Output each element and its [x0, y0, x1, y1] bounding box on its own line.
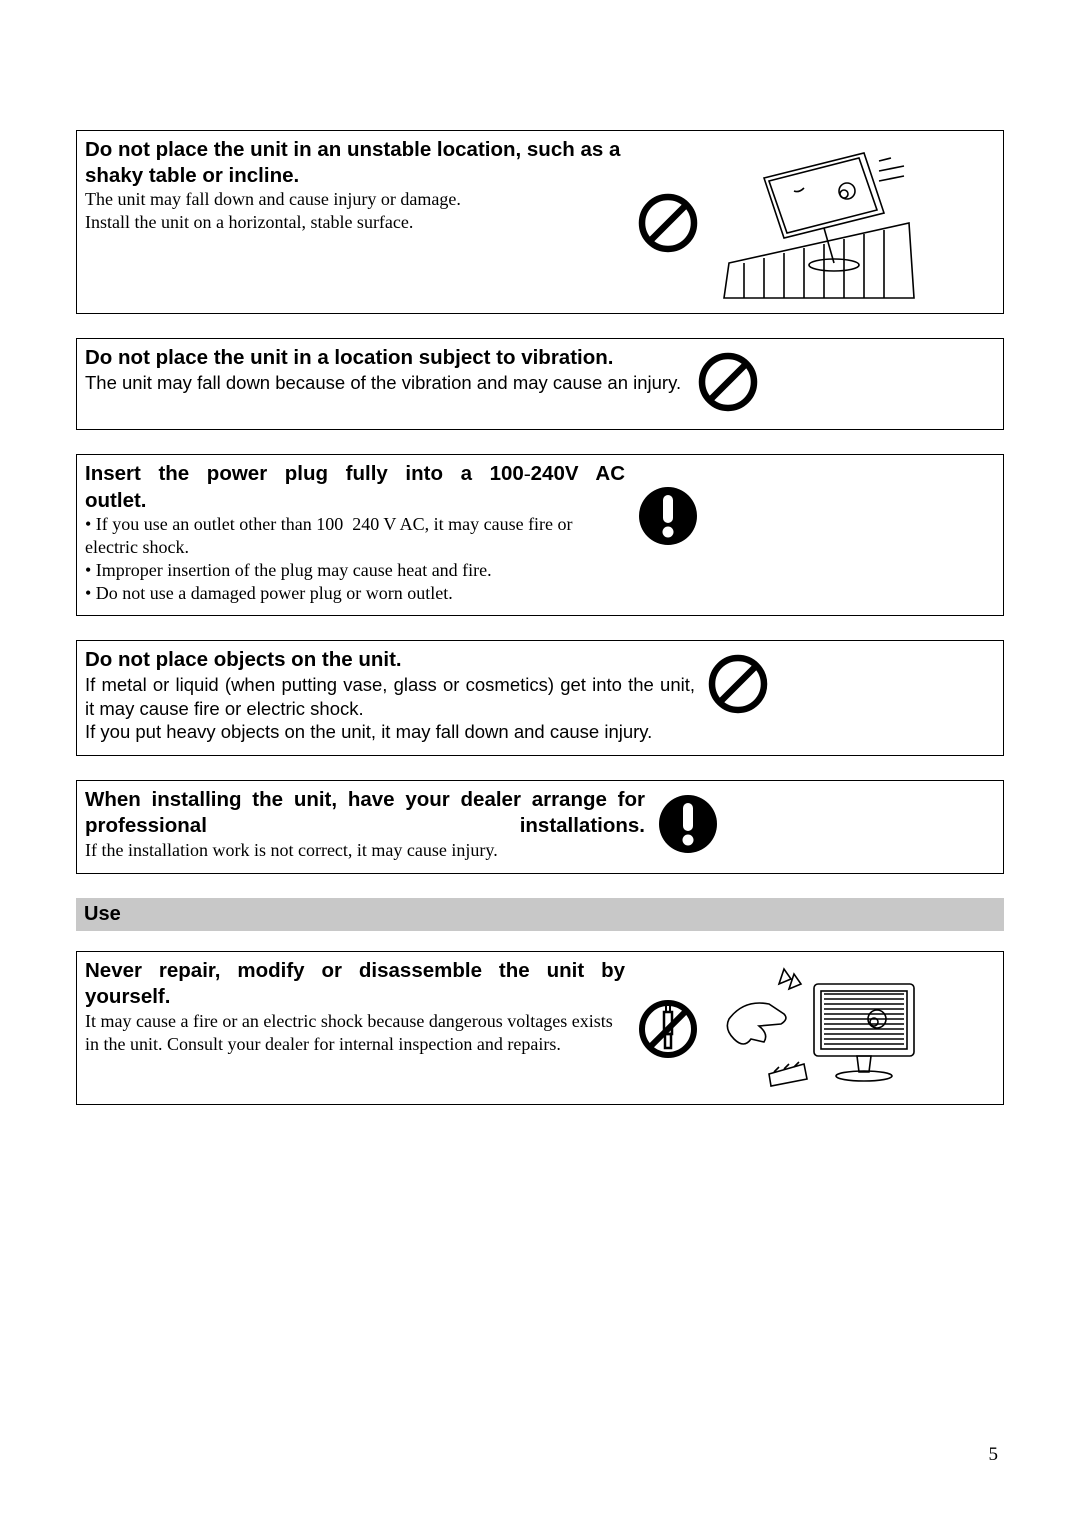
mandatory-icon	[637, 485, 699, 547]
warning-title: Do not place the unit in an unstable loc…	[85, 137, 625, 188]
warning-power-plug: Insert the power plug fully into a 100-2…	[76, 454, 1004, 616]
tilted-monitor-icon	[709, 143, 919, 303]
warning-no-repair: Never repair, modify or disassemble the …	[76, 951, 1004, 1105]
warning-body: If the installation work is not correct,…	[85, 839, 645, 862]
warning-vibration: Do not place the unit in a location subj…	[76, 338, 1004, 430]
prohibit-icon	[697, 351, 759, 413]
warning-body: • If you use an outlet other than 100 24…	[85, 513, 625, 605]
warning-unstable-location: Do not place the unit in an unstable loc…	[76, 130, 1004, 314]
section-header-use: Use	[76, 898, 1004, 931]
mandatory-icon	[657, 793, 719, 855]
icon-column	[637, 958, 935, 1094]
prohibit-icon	[707, 653, 769, 715]
warning-body: The unit may fall down because of the vi…	[85, 371, 685, 395]
prohibit-icon	[637, 192, 699, 254]
warning-text-block: Do not place the unit in an unstable loc…	[85, 137, 625, 234]
icon-column	[707, 647, 775, 715]
warning-title: When installing the unit, have your deal…	[85, 787, 645, 838]
warning-professional-install: When installing the unit, have your deal…	[76, 780, 1004, 874]
page-number: 5	[989, 1444, 999, 1466]
no-disassemble-icon	[637, 998, 699, 1060]
warning-title: Never repair, modify or disassemble the …	[85, 958, 625, 1009]
warning-text-block: Insert the power plug fully into a 100-2…	[85, 461, 625, 605]
warning-title: Do not place objects on the unit.	[85, 647, 695, 673]
icon-column	[637, 461, 705, 547]
warning-body: The unit may fall down and cause injury …	[85, 188, 625, 234]
icon-column	[637, 137, 925, 303]
warning-title: Do not place the unit in a location subj…	[85, 345, 685, 371]
warning-title: Insert the power plug fully into a 100-2…	[85, 461, 625, 513]
warning-text-block: Do not place the unit in a location subj…	[85, 345, 685, 394]
warning-body: It may cause a fire or an electric shock…	[85, 1010, 625, 1056]
icon-column	[697, 345, 765, 413]
warning-objects-on-unit: Do not place objects on the unit. If met…	[76, 640, 1004, 756]
warning-text-block: Never repair, modify or disassemble the …	[85, 958, 625, 1055]
warning-text-block: Do not place objects on the unit. If met…	[85, 647, 695, 744]
warning-text-block: When installing the unit, have your deal…	[85, 787, 645, 861]
warning-body: If metal or liquid (when putting vase, g…	[85, 673, 695, 744]
hand-monitor-icon	[709, 964, 929, 1094]
icon-column	[657, 787, 725, 855]
